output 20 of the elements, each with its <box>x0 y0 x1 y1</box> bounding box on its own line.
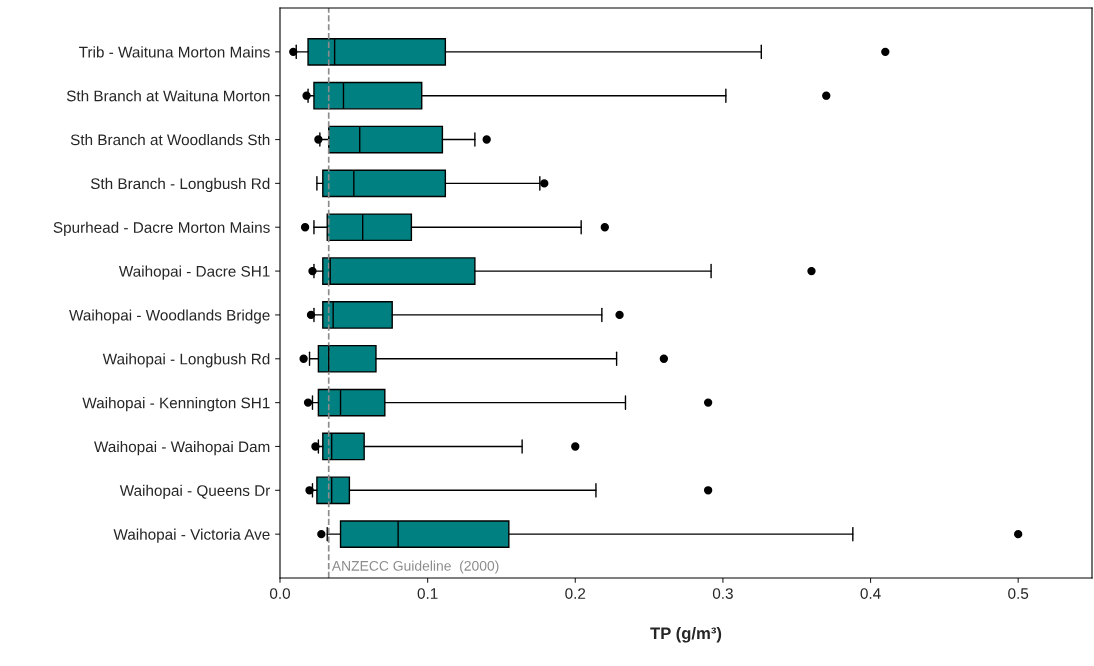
x-tick-label: 0.2 <box>565 588 586 599</box>
y-tick-label: Sth Branch - Longbush Rd <box>90 177 270 193</box>
y-tick-label: Spurhead - Dacre Morton Mains <box>53 221 270 236</box>
x-tick-label: 0.4 <box>860 588 881 599</box>
y-tick-label: Waihopai - Victoria Ave <box>113 528 270 543</box>
x-tick-label: 0.5 <box>1008 588 1029 599</box>
y-tick-label: Waihopai - Waihopai Dam <box>94 440 270 456</box>
y-tick-label: Trib - Waituna Morton Mains <box>79 46 270 58</box>
y-tick-label: Sth Branch at Woodlands Sth <box>70 134 270 146</box>
y-tick-label: Waihopai - Kennington SH1 <box>82 397 270 412</box>
x-tick-label: 0.1 <box>417 588 438 599</box>
x-tick-label: 0.3 <box>712 588 733 599</box>
y-tick-label: Waihopai - Queens Dr <box>119 484 271 500</box>
y-tick-label: Waihopai - Longbush Rd <box>102 353 270 368</box>
text: 0.0 <box>269 588 291 599</box>
ref-line-label: ANZECC Guideline (2000) <box>331 560 499 574</box>
x-axis-title: TP (g/m³) <box>650 626 722 643</box>
y-tick-label: Waihopai - Woodlands Bridge <box>69 309 270 324</box>
y-tick-label: Waihopai - Dacre SH1 <box>118 265 270 280</box>
y-tick-label: Sth Branch at Waituna Morton <box>66 90 270 102</box>
